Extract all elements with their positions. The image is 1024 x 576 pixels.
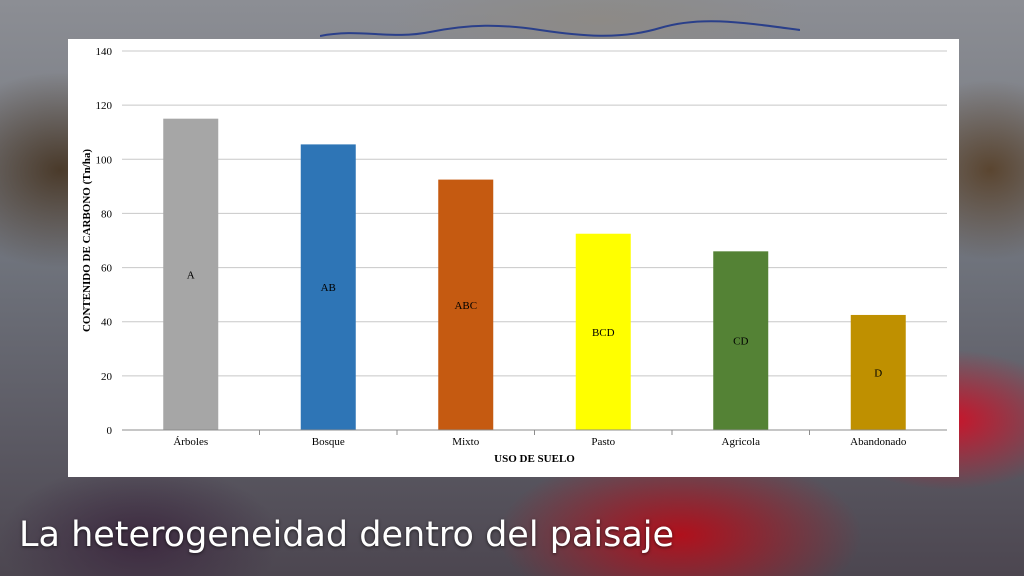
bar-letter-label: A xyxy=(187,269,195,281)
chart-panel: 0 20 40 60 80 100 120 140 A AB ABC BCD CD D Árboles B… xyxy=(68,39,959,477)
y-tick-label: 20 xyxy=(101,371,113,383)
bar-letter-label: ABC xyxy=(454,300,477,312)
y-tick-label: 80 xyxy=(101,208,113,220)
bar xyxy=(163,118,219,430)
bar-letter-label: BCD xyxy=(592,327,615,339)
gridlines xyxy=(122,50,947,377)
bar-letter-label: D xyxy=(874,367,882,379)
bar xyxy=(438,179,494,430)
x-tick-label: Abandonado xyxy=(850,436,907,448)
bar-letter-label: CD xyxy=(733,336,748,348)
slide-title: La heterogeneidad dentro del paisaje xyxy=(19,515,675,555)
y-tick-label: 120 xyxy=(96,100,113,112)
x-tick-label: Árboles xyxy=(173,436,208,448)
y-tick-label: 140 xyxy=(96,46,113,58)
x-tick-labels: Árboles Bosque Mixto Pasto Agricola Abandonad… xyxy=(173,430,907,448)
bar xyxy=(575,233,631,430)
bar-chart: 0 20 40 60 80 100 120 140 A AB ABC BCD CD D Árboles B… xyxy=(81,46,947,465)
bar xyxy=(850,314,906,430)
y-tick-label: 100 xyxy=(96,154,113,166)
x-tick-label: Bosque xyxy=(312,436,345,448)
y-tick-label: 40 xyxy=(101,317,113,329)
bars: A AB ABC BCD CD D xyxy=(163,118,906,430)
bar xyxy=(713,251,769,430)
x-axis-title: USO DE SUELO xyxy=(494,453,575,465)
bar-letter-label: AB xyxy=(321,282,336,294)
y-tick-label: 60 xyxy=(101,263,113,275)
y-tick-label: 0 xyxy=(107,425,113,437)
y-tick-labels: 0 20 40 60 80 100 120 140 xyxy=(96,46,113,437)
bar xyxy=(300,144,356,430)
x-tick-label: Mixto xyxy=(452,436,479,448)
x-tick-label: Pasto xyxy=(591,436,615,448)
y-axis-title: CONTENIDO DE CARBONO (Tn/ha) xyxy=(81,149,93,332)
river-decoration xyxy=(320,20,800,37)
x-tick-label: Agricola xyxy=(722,436,761,448)
